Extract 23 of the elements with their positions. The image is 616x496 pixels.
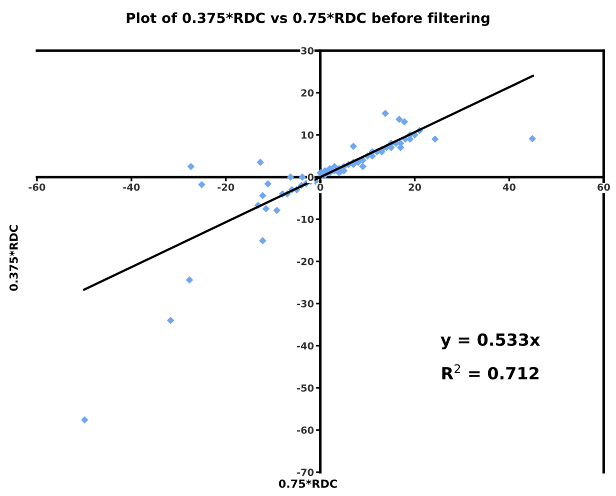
annotation: y = 0.533x <box>440 333 540 350</box>
y-tick-label: 10 <box>302 131 314 139</box>
y-tick-label: 20 <box>301 89 314 97</box>
y-tick-label: -40 <box>297 342 314 350</box>
x-tick-label: 20 <box>408 183 422 191</box>
y-tick-label: -60 <box>297 426 314 434</box>
y-tick-label: -20 <box>297 258 314 266</box>
x-tick-label: 60 <box>598 183 610 191</box>
x-tick-label: -40 <box>123 183 140 191</box>
x-tick-label: 40 <box>502 183 516 191</box>
chart-title: Plot of 0.375*RDC vs 0.75*RDC before filtering <box>126 12 490 26</box>
y-tick-label: -50 <box>297 384 314 392</box>
x-tick-label: -20 <box>218 183 234 191</box>
y-tick-label: -70 <box>297 468 314 476</box>
y-tick-label: 0 <box>308 174 314 181</box>
y-tick-label: 30 <box>301 47 314 54</box>
y-axis-title: 0.375*RDC <box>9 225 18 291</box>
x-axis-title: 0.75*RDC <box>278 479 337 488</box>
y-tick-label: -30 <box>297 300 314 308</box>
annotation: R$^{2}$ = 0.712 <box>442 364 538 380</box>
x-tick-label: -60 <box>28 183 46 191</box>
y-tick-label: -10 <box>297 216 314 224</box>
x-tick-label: 0 <box>317 183 324 191</box>
